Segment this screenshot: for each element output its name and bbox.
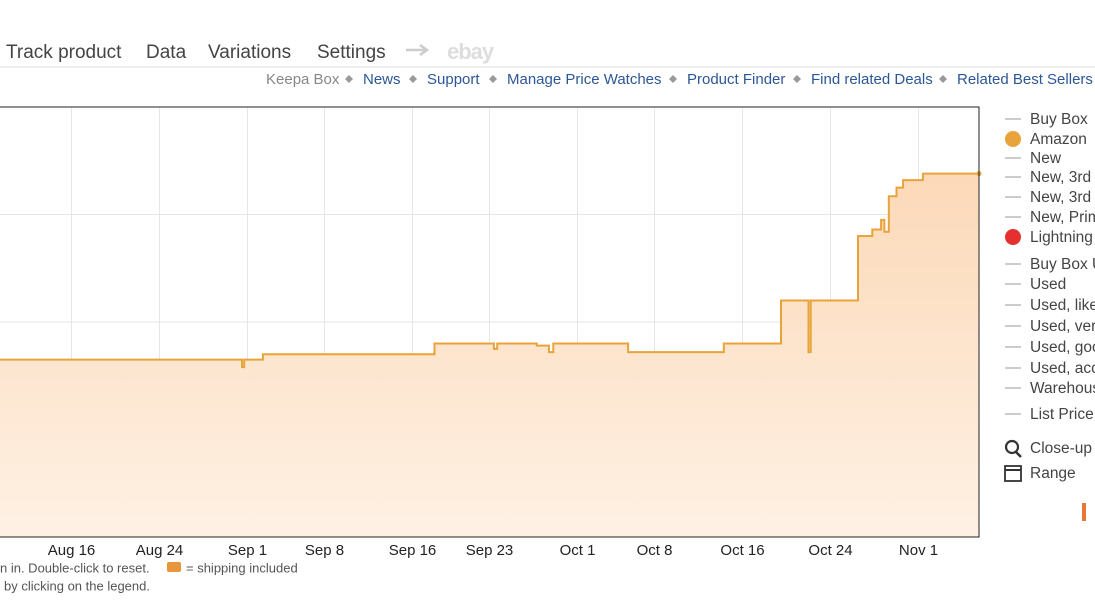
link[interactable]: Product Finder xyxy=(687,71,785,88)
ebay-link[interactable]: ebay xyxy=(447,39,496,64)
legend-marker xyxy=(1005,131,1021,147)
footer-note: n in. Double-click to reset. xyxy=(0,560,150,575)
arrow-icon xyxy=(406,43,430,57)
truck-icon xyxy=(167,562,181,572)
legend-entry[interactable]: Buy Box xyxy=(1030,111,1088,128)
legend-entry[interactable]: Buy Box U xyxy=(1030,256,1095,273)
tool[interactable]: Range xyxy=(1030,465,1076,482)
x-tick-label: Sep 1 xyxy=(228,542,267,559)
tab[interactable]: Track product xyxy=(6,42,122,63)
x-tick-label: Oct 16 xyxy=(720,542,764,559)
legend-entry[interactable]: Used, like xyxy=(1030,297,1095,314)
x-tick-label: Sep 23 xyxy=(466,542,514,559)
tab[interactable]: Settings xyxy=(317,42,386,63)
legend-entry[interactable]: New xyxy=(1030,150,1062,167)
legend-entry[interactable]: New, 3rd xyxy=(1030,189,1091,206)
footer-note: = shipping included xyxy=(186,560,298,575)
legend-entry[interactable]: New, 3rd xyxy=(1030,169,1091,186)
legend-entry[interactable]: Used, ver xyxy=(1030,318,1095,335)
price-line xyxy=(0,172,979,369)
link[interactable]: Manage Price Watches xyxy=(507,71,662,88)
x-tick-label: Oct 24 xyxy=(808,542,852,559)
legend-entry[interactable]: Amazon xyxy=(1030,131,1087,148)
x-tick-label: Oct 8 xyxy=(637,542,673,559)
x-tick-label: Sep 16 xyxy=(389,542,437,559)
plot: Aug 16 Aug 24 Sep 1 Sep 8 Sep 16 Sep 23 Oct 1 O… xyxy=(0,107,982,559)
plot-frame xyxy=(0,106,980,538)
tab[interactable]: Data xyxy=(146,42,187,63)
area xyxy=(0,173,979,537)
x-tick-label: Sep 8 xyxy=(305,542,344,559)
legend-entry[interactable]: Used, goo xyxy=(1030,339,1095,356)
link[interactable]: Find related Deals xyxy=(811,71,933,88)
legend-entry[interactable]: New, Prim xyxy=(1030,209,1095,226)
tool[interactable]: Close-up xyxy=(1030,440,1092,457)
tools: Close-up Range xyxy=(1004,439,1092,521)
x-tick-label: Aug 24 xyxy=(136,542,184,559)
separators xyxy=(345,75,947,83)
x-tick-label: Oct 1 xyxy=(560,542,596,559)
link[interactable]: Related Best Sellers xyxy=(957,71,1093,88)
legend-entry[interactable]: List Price xyxy=(1030,406,1094,423)
legend-marker xyxy=(1005,229,1021,245)
tab[interactable]: Variations xyxy=(208,42,291,63)
footer-note: by clicking on the legend. xyxy=(4,578,150,593)
legend-entry[interactable]: Used xyxy=(1030,276,1066,293)
x-tick-label: Nov 1 xyxy=(899,542,938,559)
legend-entry[interactable]: Warehous xyxy=(1030,380,1095,397)
x-tick-label: Aug 16 xyxy=(48,542,96,559)
link[interactable]: News xyxy=(363,71,401,88)
legend-entry[interactable]: Lightning xyxy=(1030,229,1093,246)
link[interactable]: Keepa Box xyxy=(266,71,340,88)
link[interactable]: Support xyxy=(427,71,480,88)
legend-entry[interactable]: Used, acc xyxy=(1030,360,1095,377)
legend: Buy Box Amazon New New, 3rd New, 3rd New, Pri… xyxy=(1005,111,1095,423)
